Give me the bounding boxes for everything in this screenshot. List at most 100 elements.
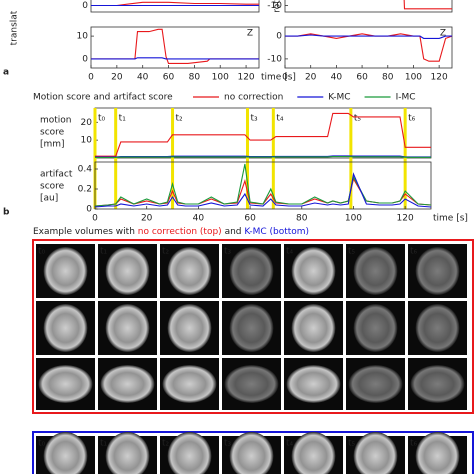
caption-part: K-MC (bottom) [244, 227, 309, 237]
brain-image [348, 365, 403, 403]
x-tick-label: 60 [163, 73, 175, 83]
image-time-label: t₅ [348, 439, 356, 449]
y-axis-label: [au] [40, 194, 58, 204]
x-tick-label: 40 [193, 214, 205, 224]
brain-image [167, 247, 212, 295]
x-tick-label: 80 [189, 73, 201, 83]
brain-image [38, 365, 93, 403]
brain-image [415, 247, 460, 295]
image-time-label: t₆ [410, 439, 418, 449]
series-line [91, 57, 259, 60]
brain-image [353, 304, 398, 352]
image-time-label: t₃ [224, 439, 232, 449]
y-axis-label: rotat [273, 0, 283, 13]
x-tick-label: 20 [111, 73, 123, 83]
x-tick-label: 20 [141, 214, 153, 224]
y-tick-label: 0 [276, 32, 282, 42]
brain-image [291, 304, 336, 352]
plot-frame [284, 0, 453, 13]
legend-label: no correction [224, 93, 283, 103]
series-line [95, 156, 431, 159]
series-line [94, 172, 432, 208]
brain-image [43, 247, 88, 295]
y-tick-label: -10 [267, 1, 282, 11]
x-tick-label: 120 [397, 214, 414, 224]
time-marker-label: t₄ [276, 114, 284, 124]
image-time-label: t₀ [38, 247, 46, 257]
x-tick-label: 100 [345, 214, 362, 224]
image-time-label: t₂ [162, 247, 170, 257]
brain-image [415, 432, 460, 474]
image-time-label: t₁ [100, 247, 108, 257]
brain-image [43, 304, 88, 352]
legend-label: K-MC [328, 93, 350, 103]
y-tick-label: 0 [82, 54, 88, 64]
image-time-label: t₁ [100, 439, 108, 449]
panel-label: b [3, 208, 10, 218]
image-caption: Example volumes with no correction (top)… [33, 227, 309, 237]
plot-frame [94, 107, 432, 159]
series-line [91, 28, 259, 64]
brain-image [353, 432, 398, 474]
brain-image [229, 432, 274, 474]
brain-image [353, 247, 398, 295]
brain-image [291, 247, 336, 295]
brain-image [43, 432, 88, 474]
brain-image [229, 304, 274, 352]
x-tick-label: 0 [88, 73, 94, 83]
image-time-label: t₅ [348, 247, 356, 257]
x-axis-label: time [s] [261, 73, 296, 83]
x-tick-label: 40 [137, 73, 149, 83]
time-marker-label: t₂ [176, 114, 184, 124]
x-tick-label: 80 [382, 73, 394, 83]
brain-image [105, 432, 150, 474]
plot-frame [90, 26, 260, 69]
brain-image [100, 365, 155, 403]
brain-image [291, 432, 336, 474]
y-tick-label: -10 [267, 54, 282, 64]
x-tick-label: 100 [405, 73, 422, 83]
x-tick-label: 80 [296, 214, 308, 224]
y-tick-label: 0.4 [78, 165, 93, 175]
x-tick-label: 120 [431, 73, 448, 83]
brain-image [286, 365, 341, 403]
x-tick-label: 40 [331, 73, 343, 83]
plot-frame [94, 161, 432, 210]
time-marker-label: t₅ [354, 114, 362, 124]
image-time-label: t₀ [38, 439, 46, 449]
brain-image [415, 304, 460, 352]
y-tick-label: 10 [77, 32, 89, 42]
image-time-label: t₂ [162, 439, 170, 449]
x-tick-label: 100 [212, 73, 229, 83]
uncorrected-frame [32, 239, 474, 414]
brain-image [167, 432, 212, 474]
time-marker-label: t₆ [408, 114, 416, 124]
y-tick-label: 10 [81, 136, 93, 146]
plot-frame [284, 26, 453, 69]
y-axis-label: translat [10, 10, 20, 45]
x-tick-label: 20 [305, 73, 317, 83]
panel-label: a [3, 68, 9, 78]
brain-image [410, 365, 465, 403]
caption-part: no correction (top) [138, 227, 222, 237]
image-time-label: t₃ [224, 247, 232, 257]
x-tick-label: 60 [356, 73, 368, 83]
brain-image [162, 365, 217, 403]
x-tick-label: 120 [237, 73, 254, 83]
series-line [94, 163, 432, 207]
brain-image [167, 304, 212, 352]
x-tick-label: 0 [92, 214, 98, 224]
axis-annotation: Z [440, 29, 446, 39]
chart-title: Motion score and artifact score [33, 93, 173, 103]
series-line [285, 34, 452, 39]
y-axis-label: [mm] [40, 140, 65, 150]
plot-frame [90, 0, 260, 13]
series-line [95, 112, 431, 157]
brain-image [105, 304, 150, 352]
caption-part: Example volumes with [33, 227, 138, 237]
caption-part: and [222, 227, 245, 237]
y-tick-label: 0 [82, 1, 88, 11]
x-tick-label: 0 [282, 73, 288, 83]
time-marker-label: t₁ [119, 114, 127, 124]
y-tick-label: 0 [86, 205, 92, 215]
